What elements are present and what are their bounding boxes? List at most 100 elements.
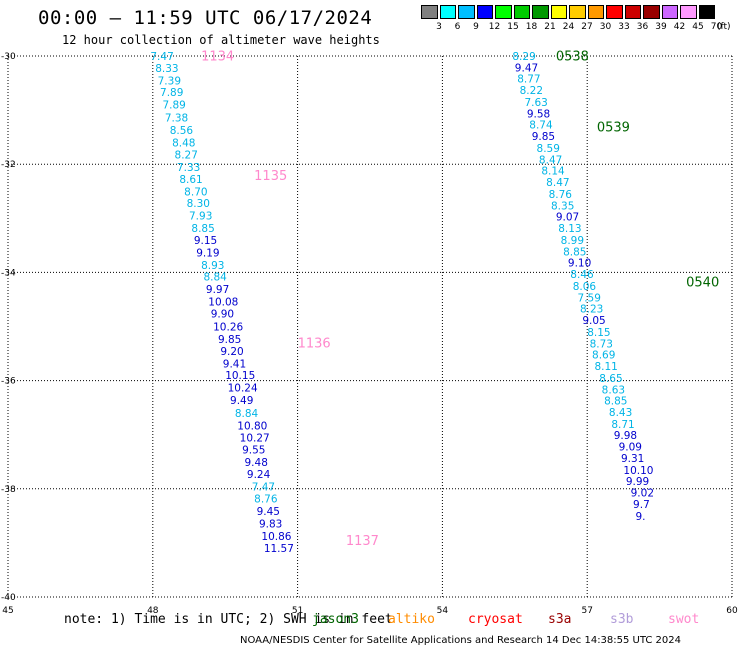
wave-height-point: 8.65 [599,373,622,385]
legend-label-45: 45 [692,22,704,32]
wave-height-point: 8.71 [611,419,634,431]
pass-time-label: 1137 [346,534,379,549]
x-tick-label: 60 [726,606,738,616]
wave-height-point: 9.48 [245,457,268,469]
satellite-cryosat: cryosat [468,612,523,627]
wave-height-point: 11.57 [264,543,294,555]
wave-height-point: 8.27 [175,149,198,161]
wave-height-point: 8.35 [551,200,574,212]
wave-height-point: 8.61 [179,174,202,186]
legend-swatch-45 [680,5,697,19]
legend-swatch-3 [421,5,438,19]
satellite-swot: swot [668,612,700,627]
wave-height-point: 10.24 [228,383,258,395]
wave-height-point: 10.80 [237,421,267,433]
wave-height-point: 8.84 [203,272,227,284]
wave-height-point: 7.47 [150,51,173,63]
wave-height-point: 8.85 [563,246,586,258]
wave-height-point: 8.33 [155,63,178,75]
wave-height-point: 10.15 [225,370,255,382]
wave-height-point: 9.83 [259,518,282,530]
wave-height-point: 9.24 [247,469,271,481]
pass-time-label: 1135 [254,169,287,184]
legend-swatch-24 [550,5,567,19]
wave-height-point: 7.63 [524,97,547,109]
pass-time-label: 1136 [298,337,331,352]
wave-height-point: 9.20 [220,346,243,358]
wave-height-point: 8.84 [235,408,259,420]
y-tick-label: -34 [1,268,16,278]
wave-height-point: 8.63 [602,384,625,396]
wave-height-point: 8.99 [561,235,584,247]
wave-height-point: 8.13 [558,223,581,235]
wave-height-point: 10.10 [623,465,653,477]
wave-height-point: 8.47 [546,177,569,189]
wave-height-point: 8.74 [529,120,553,132]
wave-height-point: 8.85 [604,396,627,408]
wave-height-point: 9.05 [582,315,605,327]
wave-height-point: 10.26 [213,322,243,334]
wave-height-point: 9.98 [614,430,637,442]
satellite-s3a: s3a [548,612,572,627]
wave-height-point: 8.76 [254,494,278,506]
legend-swatch-15 [495,5,512,19]
wave-height-point: 10.27 [240,432,270,444]
legend-label-6: 6 [454,22,461,32]
wave-height-point: 9. [635,511,645,523]
legend-swatch-21 [532,5,549,19]
legend-label-70: 70 [710,22,723,32]
legend-swatch-18 [513,5,530,19]
wave-height-point: 9.19 [196,247,219,259]
legend-swatch-12 [476,5,493,19]
wave-height-point: 8.30 [187,198,210,210]
pass-time-label: 0539 [597,120,630,135]
pass-time-label: 1134 [201,49,234,64]
wave-height-point: 8.73 [590,338,613,350]
wave-height-point: 9.07 [556,212,579,224]
legend-swatch-30 [587,5,604,19]
wave-height-point: 8.70 [184,186,207,198]
legend-label-15: 15 [507,22,519,32]
y-tick-label: -30 [1,52,16,62]
wave-height-point: 8.93 [201,260,224,272]
wave-height-point: 7.89 [160,87,183,99]
wave-height-point: 8.77 [517,74,540,86]
wave-height-point: 8.85 [191,223,214,235]
legend-swatch-9 [458,5,475,19]
legend-label-9: 9 [473,22,479,32]
wave-height-point: 8.43 [609,407,632,419]
x-tick-label: 57 [581,606,592,616]
wave-height-point: 8.69 [592,350,615,362]
pass-time-label: 0540 [686,276,719,291]
wave-height-point: 9.45 [257,506,280,518]
wave-height-point: 9.31 [621,453,644,465]
wave-height-point: 8.23 [580,304,603,316]
wave-height-point: 9.47 [515,62,538,74]
wave-height-point: 8.47 [539,154,562,166]
wave-height-point: 7.93 [189,211,212,223]
page-title: 00:00 — 11:59 UTC 06/17/2024 [38,7,373,29]
legend-label-36: 36 [636,22,649,32]
legend-swatch-33 [606,5,623,19]
y-tick-label: -36 [1,377,16,387]
legend-label-24: 24 [562,22,575,32]
wave-height-point: 7.89 [162,100,185,112]
footer-credit: NOAA/NESDIS Center for Satellite Applica… [240,635,682,646]
wave-height-point: 7.38 [165,113,188,125]
footer-note: note: 1) Time is in UTC; 2) SWH is in fe… [64,612,393,627]
x-tick-label: 51 [292,606,303,616]
wave-height-point: 8.06 [573,281,597,293]
wave-height-point: 9.10 [568,258,591,270]
wave-height-point: 7.33 [177,162,200,174]
y-tick-label: -32 [1,160,16,170]
satellite-altiko: altiko [388,612,435,627]
satellite-s3b: s3b [610,612,634,627]
legend-swatch-39 [643,5,660,19]
legend-swatch-6 [439,5,456,19]
wave-height-point: 9.49 [230,395,253,407]
legend-swatch-70 [698,5,715,19]
wave-height-point: 9.97 [206,284,229,296]
satellite-jason3: jason3 [312,612,359,627]
wave-height-point: 8.59 [537,143,560,155]
wave-height-point: 9.90 [211,309,234,321]
